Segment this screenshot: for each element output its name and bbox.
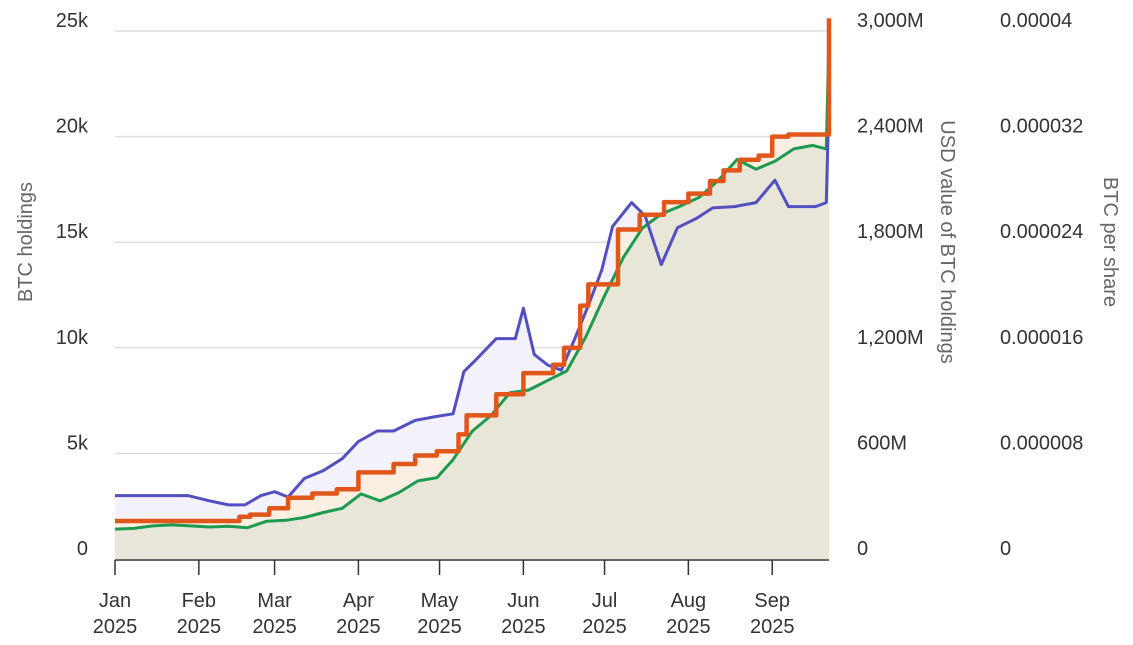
series-line-1 xyxy=(115,18,832,524)
x-tick-label-month: May xyxy=(421,590,459,612)
x-tick-label-year: 2025 xyxy=(93,616,138,638)
x-tick-label-year: 2025 xyxy=(501,616,546,638)
x-tick-label-month: Jun xyxy=(507,590,539,612)
y-tick-label-right2: 0.000008 xyxy=(1000,432,1083,454)
y-tick-label-right1: 1,200M xyxy=(857,327,924,349)
y-tick-label-right2: 0.000024 xyxy=(1000,221,1083,243)
y-tick-label-right1: 600M xyxy=(857,432,907,454)
y-tick-label-left: 25k xyxy=(56,10,89,32)
y-axis-title-right-usd: USD value of BTC holdings xyxy=(936,120,958,363)
y-tick-label-right2: 0.000032 xyxy=(1000,116,1083,138)
y-tick-label-right2: 0 xyxy=(1000,538,1011,560)
series-lines xyxy=(114,18,832,531)
y-tick-label-left: 10k xyxy=(56,327,89,349)
x-tick-label-year: 2025 xyxy=(252,616,297,638)
y-tick-label-right2: 0.000016 xyxy=(1000,327,1083,349)
x-tick-label-year: 2025 xyxy=(177,616,222,638)
series-area-2 xyxy=(115,32,829,560)
y-tick-label-right1: 1,800M xyxy=(857,221,924,243)
x-tick-label-month: Aug xyxy=(671,590,707,612)
y-tick-label-right1: 0 xyxy=(857,538,868,560)
y-tick-label-left: 5k xyxy=(67,432,89,454)
y-tick-label-left: 0 xyxy=(77,538,88,560)
y-tick-label-left: 20k xyxy=(56,116,89,138)
x-tick-label-month: Apr xyxy=(343,590,374,612)
series-line-3 xyxy=(115,96,831,507)
y-tick-label-left: 15k xyxy=(56,221,89,243)
y-axis-title-left: BTC holdings xyxy=(15,182,37,302)
x-tick-label-year: 2025 xyxy=(750,616,795,638)
series-areas xyxy=(115,18,829,560)
x-tick-label-month: Feb xyxy=(182,590,216,612)
x-tick-label-year: 2025 xyxy=(336,616,381,638)
axes: Jan 2025 Feb 2025 Mar 2025 Apr 2025 May 2025 Jun 20… xyxy=(15,10,1121,638)
y-tick-label-right1: 3,000M xyxy=(857,10,924,32)
y-tick-label-right1: 2,400M xyxy=(857,116,924,138)
x-tick-label-month: Jan xyxy=(99,590,131,612)
x-tick-label-year: 2025 xyxy=(666,616,711,638)
x-tick-label-month: Jul xyxy=(592,590,618,612)
x-tick-label-month: Sep xyxy=(754,590,790,612)
x-tick-label-year: 2025 xyxy=(582,616,627,638)
x-tick-label-month: Mar xyxy=(257,590,292,612)
y-tick-label-right2: 0.00004 xyxy=(1000,10,1072,32)
y-axis-title-right-per-share: BTC per share xyxy=(1099,177,1121,307)
x-tick-label-year: 2025 xyxy=(417,616,462,638)
